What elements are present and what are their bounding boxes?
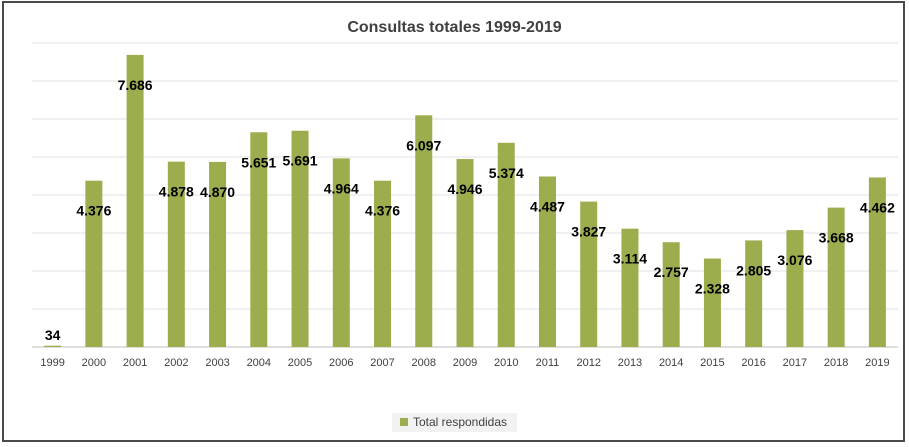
data-label-2009: 4.946 <box>447 181 482 197</box>
bar-2019 <box>868 177 886 347</box>
x-tick-label-2009: 2009 <box>453 357 477 369</box>
x-tick-label-2002: 2002 <box>164 357 188 369</box>
data-label-2008: 6.097 <box>406 137 441 153</box>
bar-2005 <box>291 130 309 347</box>
bar-2016 <box>745 240 763 347</box>
bar-2003 <box>209 161 227 347</box>
x-tick-label-2011: 2011 <box>536 357 560 369</box>
x-tick-label-2008: 2008 <box>412 357 436 369</box>
x-tick-label-2015: 2015 <box>700 357 724 369</box>
x-tick-label-2019: 2019 <box>865 357 889 369</box>
data-label-2013: 3.114 <box>613 251 647 267</box>
legend-item: Total respondidas <box>391 413 518 432</box>
bar-2014 <box>662 242 680 347</box>
data-label-2005: 5.691 <box>283 153 318 169</box>
bar-2009 <box>456 159 474 347</box>
x-tick-label-2012: 2012 <box>576 357 600 369</box>
bar-2012 <box>580 201 598 347</box>
data-label-2001: 7.686 <box>118 77 153 93</box>
bar-2011 <box>538 176 556 347</box>
bar-1999 <box>44 345 62 347</box>
bar-2017 <box>786 230 804 347</box>
data-label-2014: 2.757 <box>654 264 689 280</box>
bar-2018 <box>827 207 845 347</box>
x-tick-label-2007: 2007 <box>370 357 394 369</box>
data-label-2015: 2.328 <box>695 281 730 297</box>
bar-2013 <box>621 228 639 347</box>
x-tick-label-2013: 2013 <box>618 357 642 369</box>
x-tick-label-2003: 2003 <box>205 357 229 369</box>
data-label-2019: 4.462 <box>860 199 895 215</box>
data-label-2002: 4.878 <box>159 184 194 200</box>
data-label-2007: 4.376 <box>365 203 400 219</box>
data-label-2004: 5.651 <box>241 154 276 170</box>
data-label-2000: 4.376 <box>76 203 111 219</box>
x-tick-label-2014: 2014 <box>659 357 683 369</box>
bar-2008 <box>415 115 433 348</box>
x-tick-label-2010: 2010 <box>494 357 518 369</box>
data-label-2017: 3.076 <box>777 252 812 268</box>
legend-swatch <box>399 417 408 426</box>
bar-2010 <box>497 142 515 347</box>
x-tick-label-2001: 2001 <box>123 357 147 369</box>
chart-legend: Total respondidas <box>0 413 909 432</box>
data-label-2006: 4.964 <box>324 180 359 196</box>
data-label-2011: 4.487 <box>530 198 565 214</box>
bar-2004 <box>250 132 268 347</box>
bar-2015 <box>703 258 721 347</box>
x-tick-label-2006: 2006 <box>329 357 353 369</box>
bar-2007 <box>374 180 392 347</box>
x-tick-label-2005: 2005 <box>288 357 312 369</box>
x-tick-label-1999: 1999 <box>40 357 64 369</box>
bar-2001 <box>126 54 144 347</box>
data-label-2016: 2.805 <box>736 262 771 278</box>
x-tick-label-2018: 2018 <box>824 357 848 369</box>
chart-title: Consultas totales 1999-2019 <box>347 19 562 36</box>
legend-label: Total respondidas <box>412 415 508 429</box>
data-label-2018: 3.668 <box>819 230 854 246</box>
x-tick-label-2016: 2016 <box>741 357 765 369</box>
x-tick-label-2017: 2017 <box>783 357 807 369</box>
x-tick-label-2000: 2000 <box>82 357 106 369</box>
data-label-1999: 34 <box>45 327 61 343</box>
bar-2000 <box>85 180 103 347</box>
bar-2006 <box>332 158 350 347</box>
data-label-2012: 3.827 <box>571 224 606 240</box>
x-tick-label-2004: 2004 <box>247 357 271 369</box>
data-label-2003: 4.870 <box>200 184 235 200</box>
bar-2002 <box>167 161 185 347</box>
data-label-2010: 5.374 <box>489 165 524 181</box>
